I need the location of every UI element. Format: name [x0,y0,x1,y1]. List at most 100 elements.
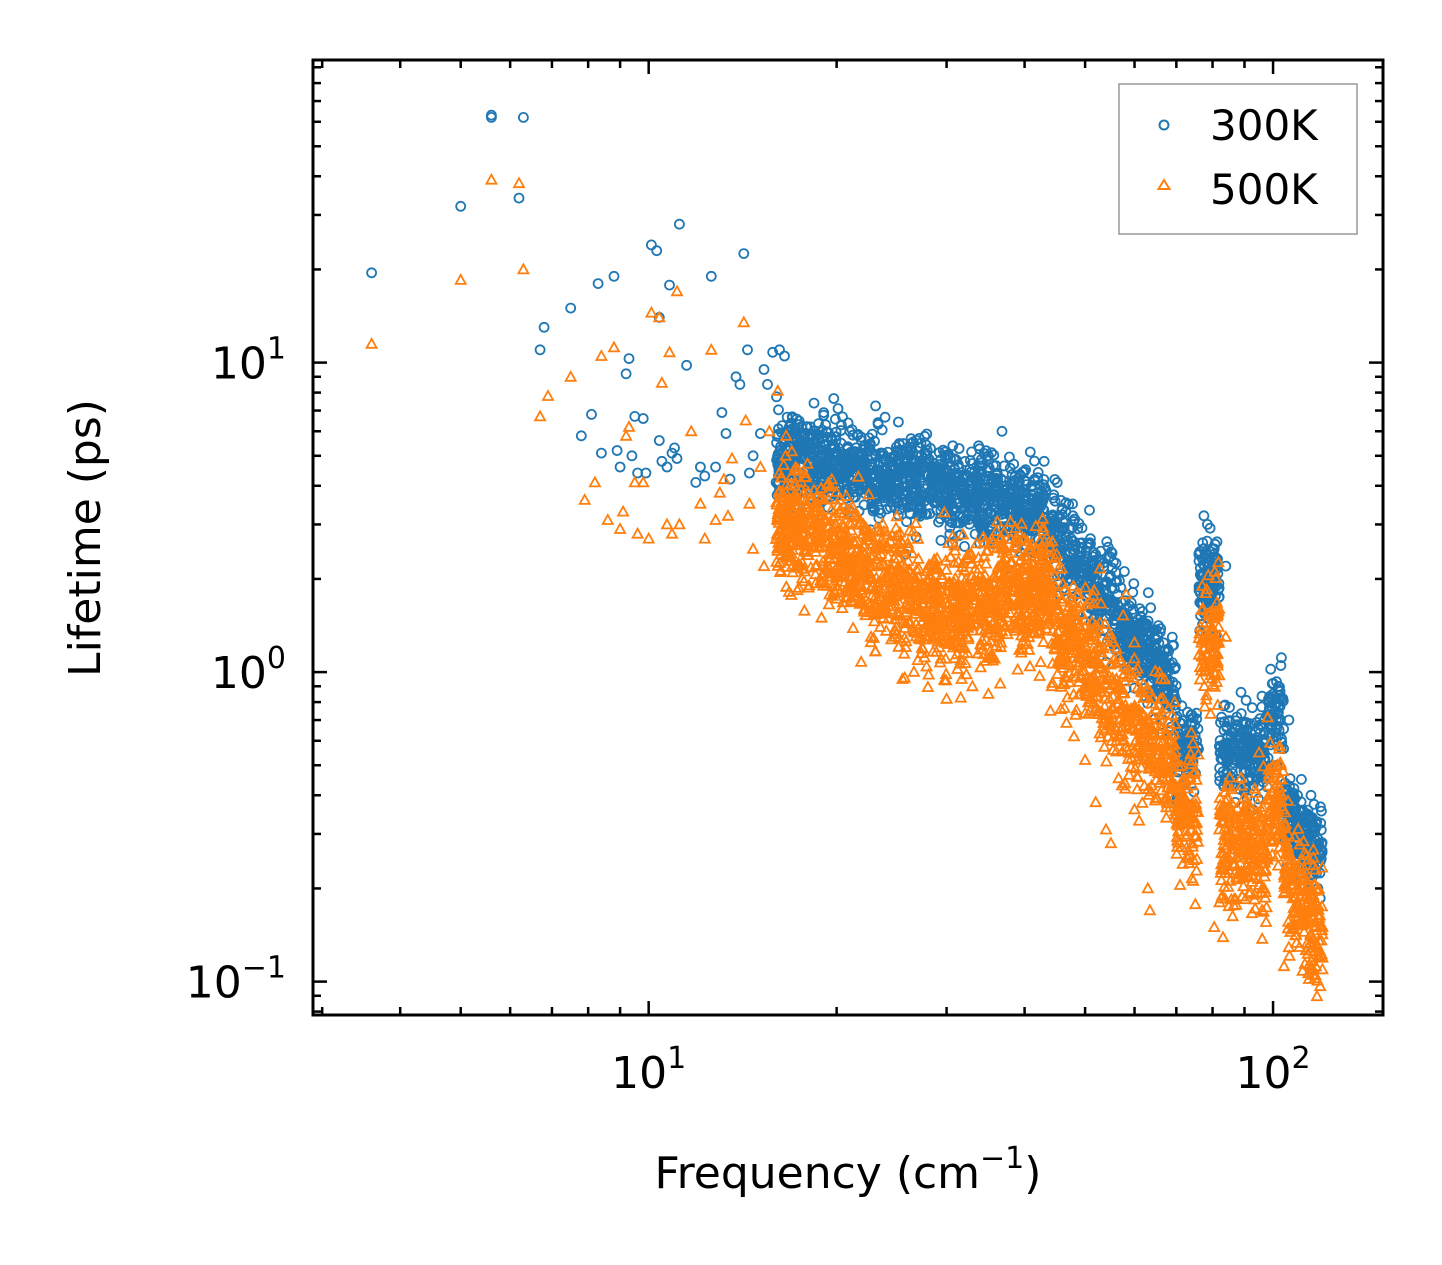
point-300K [905,478,916,490]
point-500K [737,315,751,328]
point-300K [959,541,970,552]
point-300K [894,504,905,515]
point-500K [814,491,828,504]
point-300K [1014,476,1025,488]
point-300K [953,443,965,454]
point-500K [1314,933,1328,946]
point-300K [1235,733,1247,744]
point-300K [805,449,817,461]
point-300K [1271,676,1282,688]
point-300K [1056,509,1068,521]
point-300K [538,321,550,333]
point-300K [1027,484,1039,496]
point-300K [967,472,979,484]
point-500K [955,672,969,684]
point-300K [710,461,721,473]
point-300K [959,501,971,512]
point-300K [911,434,922,446]
point-500K [901,554,915,566]
point-300K [877,488,889,500]
point-300K [1032,466,1044,478]
point-300K [935,535,947,546]
point-500K [564,369,578,382]
point-300K [1169,691,1180,702]
point-500K [839,489,853,501]
point-500K [965,679,979,692]
point-500K [660,517,674,530]
point-500K [909,516,923,528]
point-500K [942,596,956,609]
point-300K [988,489,999,501]
point-300K [1029,455,1040,467]
point-500K [1130,782,1144,795]
point-300K [773,404,784,416]
point-300K [653,435,665,446]
point-500K [1301,941,1315,953]
point-500K [962,617,976,630]
point-500K [1089,795,1103,808]
point-500K [792,580,806,593]
point-500K [1193,672,1207,685]
point-300K [1049,495,1061,507]
point-300K [1081,553,1093,565]
point-500K [1186,873,1200,886]
point-300K [892,497,903,509]
point-300K [847,471,859,483]
point-300K [1135,611,1147,623]
point-500K [890,509,904,522]
point-500K [979,632,993,645]
point-500K [644,305,658,318]
point-500K [1033,669,1047,681]
point-300K [905,437,917,449]
point-300K [882,446,894,458]
point-500K [1248,887,1262,900]
point-500K [1258,864,1272,876]
point-500K [1174,759,1189,771]
point-500K [1188,764,1203,777]
point-500K [655,376,669,388]
point-500K [454,273,468,285]
point-300K [1008,458,1020,470]
point-300K [854,458,866,470]
point-300K [873,460,884,472]
point-500K [1067,729,1081,742]
point-300K [880,453,892,465]
point-500K [533,409,547,422]
point-300K [818,407,830,419]
point-500K [1165,708,1179,720]
point-500K [1235,778,1249,791]
point-300K [758,364,770,375]
point-300K [640,467,652,479]
point-300K [1292,789,1303,801]
point-300K [664,279,675,291]
point-500K [859,608,873,621]
point-500K [1104,836,1118,849]
point-300K [836,419,847,431]
point-500K [1103,713,1117,726]
point-300K [1119,566,1130,577]
point-500K [1007,562,1021,575]
point-500K [942,575,956,588]
point-500K [1058,582,1072,595]
point-500K [816,554,830,567]
point-300K [838,452,849,464]
point-500K [844,517,858,530]
point-300K [1037,491,1049,503]
point-300K [974,491,986,503]
point-300K [1132,639,1144,651]
point-500K [1099,678,1113,691]
point-300K [623,353,635,365]
point-500K [804,505,818,518]
point-300K [949,503,960,515]
point-300K [485,112,497,123]
point-500K [1222,899,1236,912]
point-500K [1050,667,1064,679]
point-300K [1137,606,1148,617]
point-300K [1265,663,1277,675]
point-300K [1229,740,1241,751]
point-300K [1142,587,1154,599]
point-500K [1276,764,1290,777]
point-500K [1273,739,1287,751]
point-500K [1214,873,1228,885]
point-500K [779,478,793,491]
